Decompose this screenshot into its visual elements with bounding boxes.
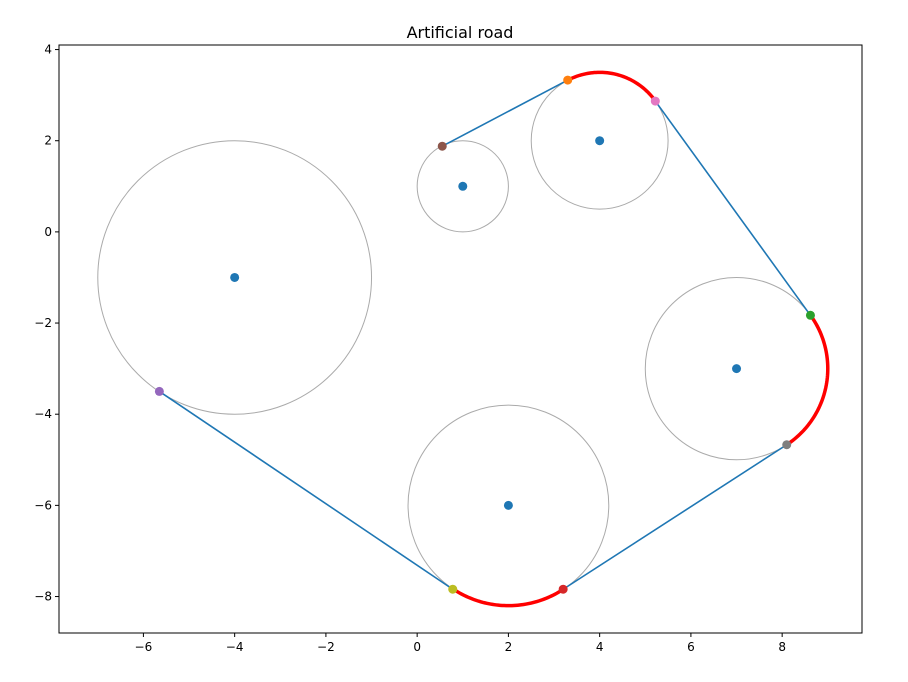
road-arc-3 <box>451 587 565 608</box>
y-tick-label-7: 4 <box>44 43 52 57</box>
y-tick-label-4: −2 <box>34 316 52 330</box>
plot-frame <box>58 44 863 634</box>
x-tick-label-3: −2 <box>317 640 335 654</box>
x-tick-label-8: 8 <box>778 640 786 654</box>
center-point-2 <box>458 181 468 191</box>
center-point-5 <box>503 500 513 510</box>
x-tick-label-4: 0 <box>413 640 421 654</box>
tangent-point-1 <box>437 141 447 151</box>
y-tick-label-2: −6 <box>34 498 52 512</box>
circle-1 <box>97 140 373 415</box>
road-segment-3 <box>562 444 788 590</box>
chart-title: Artificial road <box>407 23 514 42</box>
tangent-point-4 <box>805 310 815 320</box>
y-tick-label-1: −8 <box>34 590 52 604</box>
center-point-1 <box>230 272 240 282</box>
tangent-point-3 <box>650 96 660 106</box>
y-tick-label-3: −4 <box>34 407 52 421</box>
tangent-point-5 <box>782 440 792 450</box>
x-tick-label-7: 6 <box>687 640 695 654</box>
center-point-4 <box>732 364 742 374</box>
road-segment-2 <box>654 100 812 316</box>
x-tick-label-1: −6 <box>135 640 153 654</box>
tangent-point-6 <box>558 584 568 594</box>
axis-ticks: −6 −4 −2 0 2 4 6 8 −8 −6 −4 −2 0 2 4 <box>34 43 786 654</box>
y-tick-label-6: 2 <box>44 134 52 148</box>
plot-area <box>97 70 830 608</box>
y-tick-label-5: 0 <box>44 225 52 239</box>
x-tick-label-2: −4 <box>226 640 244 654</box>
road-arc-1 <box>566 70 658 103</box>
road-arc-2 <box>784 313 830 447</box>
x-tick-label-5: 2 <box>505 640 513 654</box>
tangent-point-7 <box>448 584 458 594</box>
center-point-3 <box>595 136 605 146</box>
tangent-point-8 <box>154 386 164 396</box>
road-segment-4 <box>158 390 454 590</box>
road-segment-1 <box>441 79 569 147</box>
circle-2 <box>416 140 509 233</box>
tangent-point-2 <box>563 75 573 85</box>
x-tick-label-6: 4 <box>596 640 604 654</box>
